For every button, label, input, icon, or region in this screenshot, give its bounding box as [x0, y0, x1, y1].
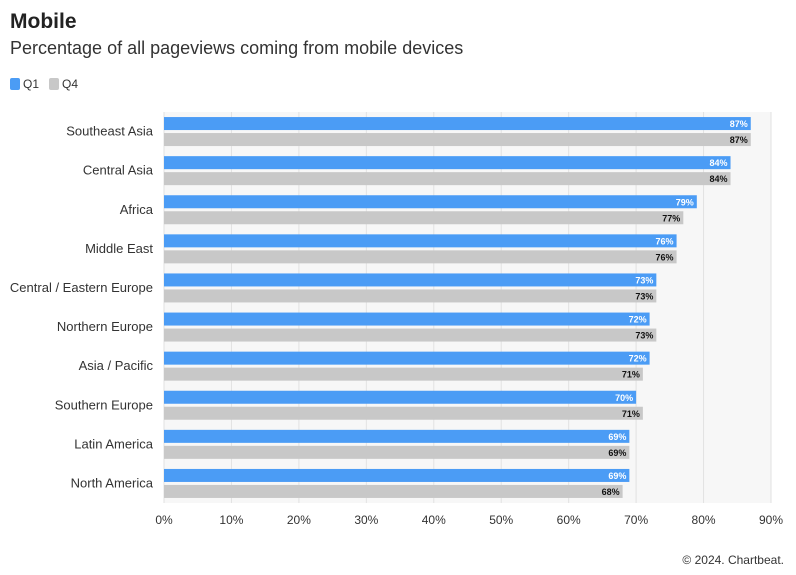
bar-q4-7 [164, 406, 643, 420]
x-tick-label-1: 10% [219, 513, 243, 527]
legend-swatch-q4 [49, 78, 60, 90]
x-tick-label-3: 30% [354, 513, 378, 527]
chart-subtitle: Percentage of all pageviews coming from … [10, 38, 464, 58]
legend: Q1 Q4 [10, 77, 78, 91]
category-label-4: Central / Eastern Europe [10, 280, 153, 295]
bar-q4-6 [164, 367, 643, 381]
category-label-5: Northern Europe [57, 319, 153, 334]
data-label-q4-2: 77% [662, 213, 680, 223]
plot-area [164, 112, 771, 503]
data-label-q1-9: 69% [608, 471, 626, 481]
data-label-q1-3: 76% [656, 236, 674, 246]
bar-q4-8 [164, 445, 630, 459]
data-label-q1-7: 70% [615, 393, 633, 403]
x-tick-label-9: 90% [759, 513, 783, 527]
legend-item-q1[interactable]: Q1 [10, 77, 39, 91]
legend-swatch-q1 [10, 78, 20, 90]
bar-q1-0 [164, 117, 751, 131]
data-label-q4-4: 73% [635, 291, 653, 301]
category-label-0: Southeast Asia [66, 124, 153, 139]
category-label-1: Central Asia [83, 163, 154, 178]
copyright-footer: © 2024. Chartbeat. [682, 553, 784, 567]
bar-q4-0 [164, 133, 751, 147]
bar-q1-8 [164, 429, 630, 443]
data-label-q4-3: 76% [656, 252, 674, 262]
legend-label-q4: Q4 [62, 77, 79, 91]
data-label-q1-5: 72% [629, 315, 647, 325]
bar-q1-4 [164, 273, 657, 287]
x-tick-label-0: 0% [155, 513, 173, 527]
category-label-6: Asia / Pacific [79, 358, 154, 373]
bar-q1-2 [164, 195, 697, 209]
category-label-8: Latin America [74, 436, 154, 451]
data-label-q1-1: 84% [710, 158, 728, 168]
bar-q1-6 [164, 351, 650, 365]
data-label-q4-8: 69% [608, 448, 626, 458]
data-label-q4-1: 84% [710, 174, 728, 184]
bar-q4-2 [164, 211, 684, 225]
category-label-2: Africa [120, 202, 154, 217]
data-label-q1-4: 73% [635, 275, 653, 285]
bar-q1-3 [164, 234, 677, 248]
bar-q1-7 [164, 390, 637, 404]
bar-q4-3 [164, 250, 677, 264]
category-label-9: North America [71, 475, 154, 490]
category-label-7: Southern Europe [55, 397, 153, 412]
chart-title: Mobile [10, 10, 77, 33]
data-label-q1-6: 72% [629, 354, 647, 364]
legend-item-q4[interactable]: Q4 [49, 77, 78, 91]
bar-q4-5 [164, 328, 657, 342]
legend-label-q1: Q1 [23, 77, 40, 91]
data-label-q1-8: 69% [608, 432, 626, 442]
bar-q4-9 [164, 484, 623, 498]
bar-q1-1 [164, 156, 731, 170]
bar-q1-5 [164, 312, 650, 326]
category-label-3: Middle East [85, 241, 153, 256]
data-label-q1-2: 79% [676, 197, 694, 207]
bar-q1-9 [164, 468, 630, 482]
x-tick-label-4: 40% [422, 513, 446, 527]
data-label-q1-0: 87% [730, 119, 748, 129]
x-tick-label-8: 80% [692, 513, 716, 527]
data-label-q4-9: 68% [602, 487, 620, 497]
data-label-q4-7: 71% [622, 409, 640, 419]
data-label-q4-6: 71% [622, 370, 640, 380]
x-tick-label-6: 60% [557, 513, 581, 527]
bar-q4-1 [164, 172, 731, 186]
bar-q4-4 [164, 289, 657, 303]
data-label-q4-0: 87% [730, 135, 748, 145]
x-tick-label-2: 20% [287, 513, 311, 527]
data-label-q4-5: 73% [635, 331, 653, 341]
x-tick-label-7: 70% [624, 513, 648, 527]
x-tick-label-5: 50% [489, 513, 513, 527]
